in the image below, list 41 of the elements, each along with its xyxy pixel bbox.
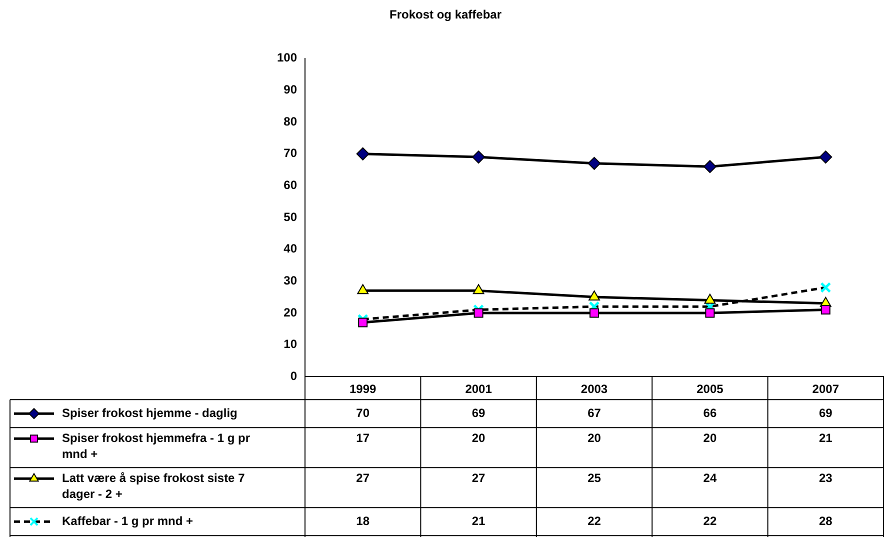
y-tick-label: 50	[284, 210, 298, 224]
chart-title: Frokost og kaffebar	[389, 8, 502, 22]
data-label: 69	[472, 406, 486, 420]
data-label: 66	[703, 406, 717, 420]
data-label: 22	[703, 514, 717, 528]
x-tick-label: 1999	[350, 382, 377, 396]
data-label: 28	[818, 514, 833, 528]
y-tick-label: 100	[276, 50, 298, 65]
y-tick-label: 20	[284, 305, 298, 320]
data-label: 20	[703, 430, 717, 445]
y-tick-label: 80	[284, 114, 298, 128]
y-tick-label: 30	[284, 273, 298, 288]
y-tick-label: 0	[290, 368, 298, 383]
data-label: 25	[588, 470, 602, 485]
legend-label: Latt være å spise frokost siste 7 dager - 2 +	[62, 470, 246, 501]
data-label: 23	[818, 470, 833, 485]
x-tick-label: 2005	[696, 382, 724, 396]
data-label: 27	[356, 470, 370, 485]
data-label: 21	[472, 514, 486, 528]
data-label: 20	[472, 430, 486, 445]
data-label: 27	[472, 470, 486, 485]
legend-label: Spiser frokost hjemme - daglig	[62, 406, 238, 420]
x-tick-label: 2003	[580, 382, 608, 396]
data-label: 20	[588, 430, 602, 445]
legend-label: Spiser frokost hjemmefra - 1 g pr mnd +	[62, 430, 250, 461]
data-label: 67	[588, 406, 602, 420]
y-tick-label: 90	[284, 82, 298, 97]
data-label: 21	[818, 430, 833, 445]
data-label: 24	[703, 470, 717, 485]
x-tick-label: 2001	[465, 382, 492, 396]
data-label: 69	[818, 406, 833, 420]
data-label: 22	[588, 514, 602, 528]
y-tick-label: 10	[284, 337, 298, 352]
data-label: 17	[356, 430, 370, 445]
y-tick-label: 60	[284, 178, 298, 192]
data-label: 18	[356, 514, 370, 528]
data-label: 70	[356, 406, 370, 420]
y-tick-label: 70	[284, 146, 298, 160]
y-tick-label: 40	[284, 242, 298, 256]
legend-label: Kaffebar - 1 g pr mnd +	[62, 514, 194, 528]
x-tick-label: 2007	[812, 382, 840, 396]
